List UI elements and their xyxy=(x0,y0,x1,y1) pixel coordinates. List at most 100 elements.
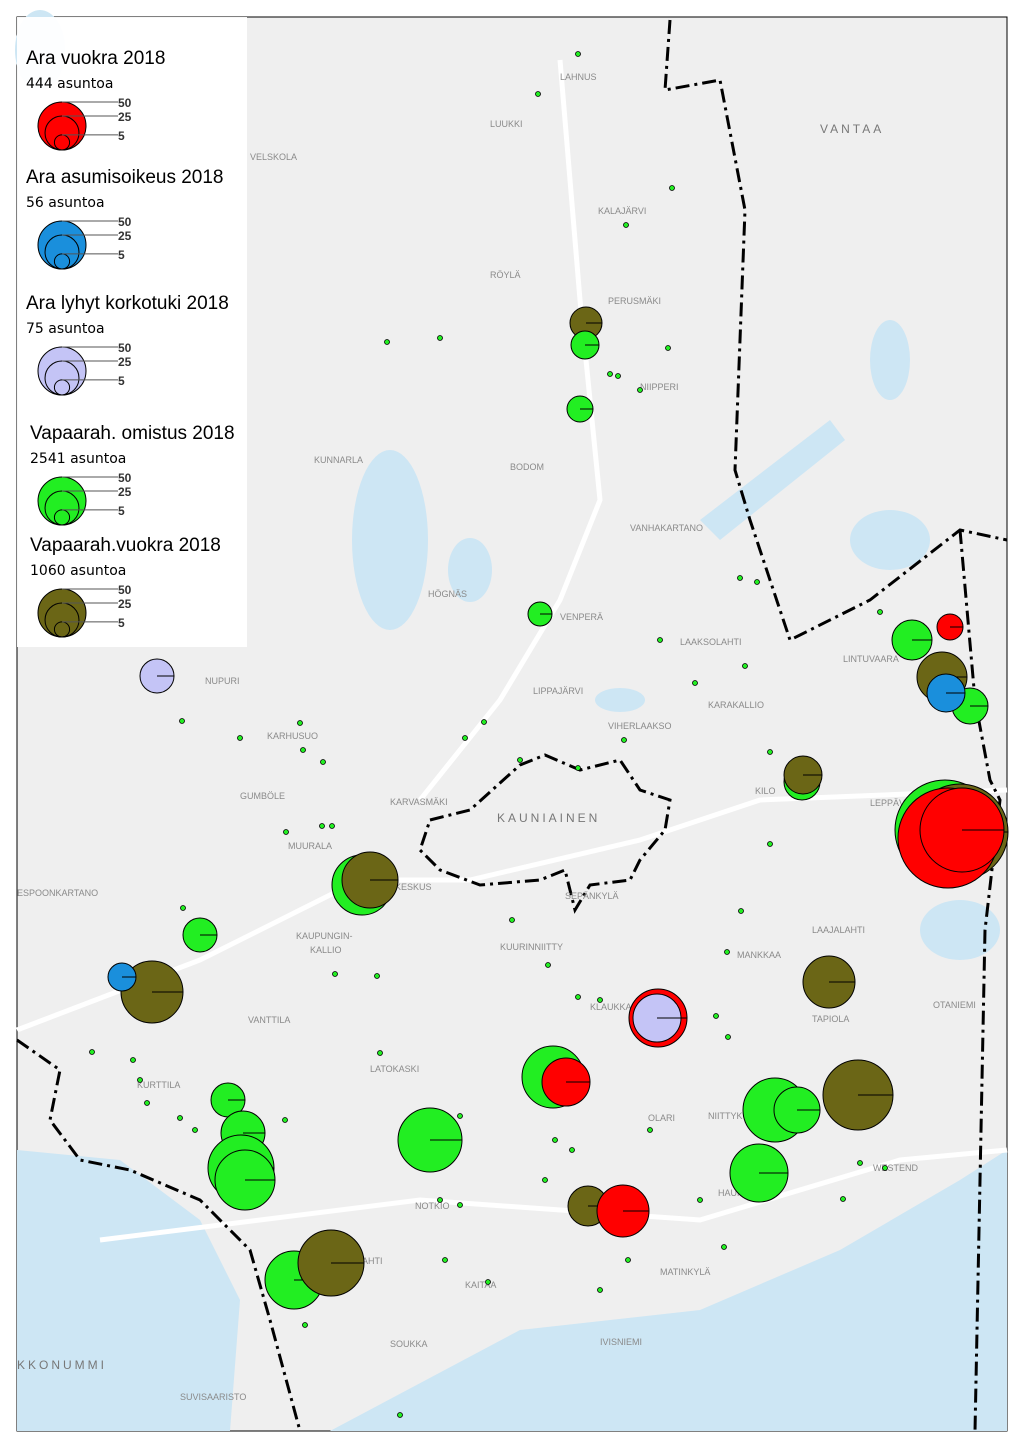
legend-size-label: 5 xyxy=(118,129,125,143)
place-label: NOTKIO xyxy=(415,1201,450,1211)
region-label: VANTAA xyxy=(820,122,884,136)
place-label: LAAKSOLAHTI xyxy=(680,637,742,647)
point xyxy=(283,829,289,835)
point xyxy=(442,1257,448,1263)
point xyxy=(517,757,523,763)
point xyxy=(297,720,303,726)
point xyxy=(282,1117,288,1123)
place-label: HÖGNÄS xyxy=(428,589,467,599)
legend-title: Ara lyhyt korkotuki 2018 xyxy=(26,293,229,314)
point xyxy=(721,1244,727,1250)
water xyxy=(15,10,1007,1431)
point xyxy=(377,1050,383,1056)
region-label: KKONUMMI xyxy=(17,1358,107,1372)
point xyxy=(607,371,613,377)
point xyxy=(637,387,643,393)
point xyxy=(437,335,443,341)
point xyxy=(597,997,603,1003)
place-label: NIIPPERI xyxy=(640,382,679,392)
place-label: KALAJÄRVI xyxy=(598,206,646,216)
legend-size-label: 5 xyxy=(118,248,125,262)
legend-count: 56 asuntoa xyxy=(26,195,105,211)
place-label: VENPERÄ xyxy=(560,612,603,622)
point xyxy=(621,737,627,743)
place-label: LUUKKI xyxy=(490,119,523,129)
roads xyxy=(16,59,1008,1243)
point xyxy=(840,1196,846,1202)
point xyxy=(692,680,698,686)
place-label: LINTUVAARA xyxy=(843,654,899,664)
point xyxy=(89,1049,95,1055)
place-label: MANKKAA xyxy=(737,950,781,960)
place-label: KILO xyxy=(755,786,776,796)
place-label: KARAKALLIO xyxy=(708,700,764,710)
place-label: KUNNARLA xyxy=(314,455,363,465)
point xyxy=(754,579,760,585)
point xyxy=(552,1137,558,1143)
place-label: KARHUSUO xyxy=(267,731,318,741)
point xyxy=(237,735,243,741)
place-label: MATINKYLÄ xyxy=(660,1267,710,1277)
point xyxy=(625,1257,631,1263)
region-label: KAUNIAINEN xyxy=(497,811,600,825)
point xyxy=(130,1057,136,1063)
place-label: KAITAA xyxy=(465,1280,496,1290)
point xyxy=(877,609,883,615)
place-label: LAAJALAHTI xyxy=(812,925,865,935)
point xyxy=(177,1115,183,1121)
borders xyxy=(16,19,1008,1432)
point xyxy=(320,759,326,765)
legend-size-label: 50 xyxy=(118,583,132,597)
place-label: RÖYLÄ xyxy=(490,270,521,280)
point xyxy=(615,373,621,379)
point xyxy=(575,51,581,57)
legend-count: 444 asuntoa xyxy=(26,76,113,92)
place-label: VIHERLAAKSO xyxy=(608,721,672,731)
place-label: GUMBÖLE xyxy=(240,791,285,801)
legend-size-label: 50 xyxy=(118,341,132,355)
place-label: SEPÄNKYLÄ xyxy=(565,891,619,901)
legend-count: 1060 asuntoa xyxy=(30,563,126,579)
place-label: KARVASMÄKI xyxy=(390,797,448,807)
point xyxy=(545,962,551,968)
place-label: NIITTYKUMPU xyxy=(708,1111,769,1121)
point xyxy=(374,973,380,979)
legend-size-label: 50 xyxy=(118,215,132,229)
place-label: KALLIO xyxy=(310,945,342,955)
point xyxy=(767,841,773,847)
legend-title: Ara vuokra 2018 xyxy=(26,48,165,69)
point xyxy=(509,917,515,923)
place-label: VANHAKARTANO xyxy=(630,523,703,533)
place-label: KESKUS xyxy=(395,882,432,892)
place-label: ESPOONKARTANO xyxy=(17,888,98,898)
place-label: BODOM xyxy=(510,462,544,472)
place-label: TAPIOLA xyxy=(812,1014,849,1024)
point xyxy=(384,339,390,345)
place-label: VANTTILA xyxy=(248,1015,290,1025)
place-label: NUPURI xyxy=(205,676,240,686)
point xyxy=(575,994,581,1000)
place-label: IVISNIEMI xyxy=(600,1337,642,1347)
point xyxy=(623,222,629,228)
place-label: MUURALA xyxy=(288,841,332,851)
legend-count: 2541 asuntoa xyxy=(30,451,126,467)
point xyxy=(597,1287,603,1293)
legend-size-label: 25 xyxy=(118,485,132,499)
point xyxy=(485,1279,491,1285)
legend-size-label: 25 xyxy=(118,110,132,124)
point xyxy=(137,1077,143,1083)
place-label: KURTTILA xyxy=(137,1080,180,1090)
point xyxy=(647,1127,653,1133)
point xyxy=(180,905,186,911)
legend-size-circle xyxy=(37,588,87,638)
point xyxy=(437,1197,443,1203)
point xyxy=(697,1197,703,1203)
place-label: LEPPÄVAARA xyxy=(870,798,929,808)
point xyxy=(457,1113,463,1119)
point xyxy=(669,185,675,191)
place-label: OTANIEMI xyxy=(933,1000,976,1010)
place-label: OLARI xyxy=(648,1113,675,1123)
place-label: SUVISAARISTO xyxy=(180,1392,246,1402)
legend-size-circle xyxy=(37,220,87,270)
